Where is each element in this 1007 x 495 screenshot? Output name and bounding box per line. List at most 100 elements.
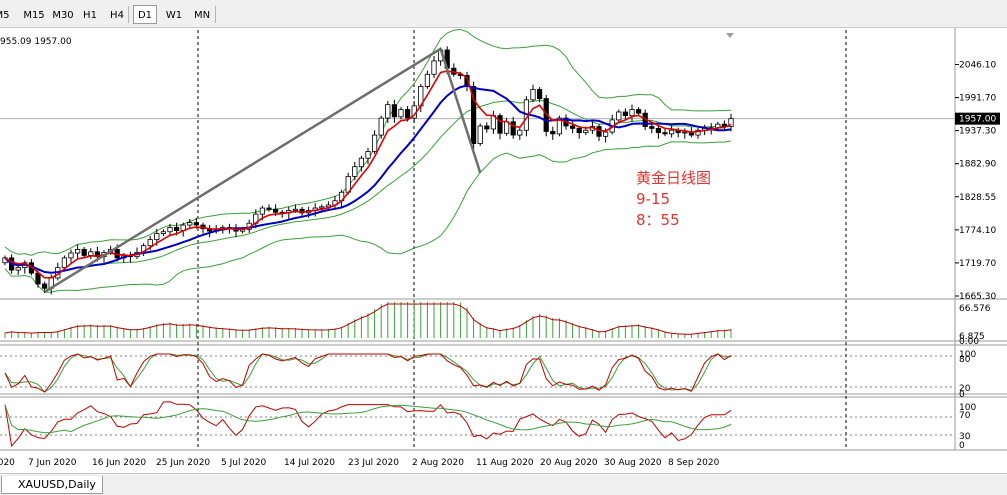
trendline: [43, 47, 442, 293]
rsi-tick-label: 30: [959, 432, 971, 442]
price-tick-label: 2046.10: [959, 61, 996, 71]
chart-shift-marker: [726, 33, 734, 38]
price-tick-label: 1665.30: [959, 292, 996, 302]
price-tick-label: 1882.90: [959, 160, 996, 170]
price-tick-label: 1991.70: [959, 94, 996, 104]
date-axis-label: 20 Aug 2020: [540, 458, 598, 468]
candle-bullish: [88, 251, 94, 256]
moving-average-fast: [4, 70, 732, 279]
rsi-line: [4, 401, 732, 448]
candle-bearish: [193, 222, 199, 226]
price-tick-label: 1719.70: [959, 259, 996, 269]
candle-bullish: [319, 206, 325, 209]
annotation-line-2: 9-15: [636, 190, 671, 208]
candle-bullish: [431, 60, 437, 75]
symbol-tab[interactable]: XAUUSD,Daily: [1, 476, 103, 494]
candle-bullish: [160, 231, 166, 234]
date-axis-label: 5 Jul 2020: [221, 458, 266, 468]
candle-bullish: [15, 267, 21, 271]
candle-bullish: [61, 257, 68, 269]
candle-bullish: [147, 239, 153, 247]
stochastic-signal-line: [4, 353, 731, 393]
timeframe-w1-button[interactable]: W1: [161, 5, 187, 24]
candle-bullish: [583, 129, 589, 134]
histogram-signal-line: [4, 303, 732, 335]
candle-bullish: [603, 131, 609, 137]
candle-bullish: [385, 104, 391, 119]
candle-bullish: [682, 131, 688, 134]
timeframe-d1-button[interactable]: D1: [133, 5, 157, 24]
candle-bullish: [75, 248, 81, 254]
candle-bullish: [728, 118, 734, 127]
candle-bullish: [358, 157, 365, 168]
candle-bearish: [497, 115, 503, 134]
candle-bullish: [352, 166, 358, 177]
timeframe-mn-button[interactable]: MN: [189, 5, 215, 24]
date-axis-label: 30 Aug 2020: [604, 458, 662, 468]
candle-bearish: [537, 89, 543, 100]
timeframe-h4-button[interactable]: H4: [104, 5, 130, 24]
candle-bullish: [187, 222, 193, 226]
current-price-marker: [955, 112, 1000, 125]
candle-bullish: [371, 134, 378, 152]
candle-bullish: [365, 151, 371, 159]
trendline: [439, 48, 482, 174]
rsi-signal-line: [4, 404, 732, 434]
rsi-tick-label: 70: [959, 411, 971, 421]
timeframe-m5-button[interactable]: M5: [0, 5, 14, 24]
candle-bearish: [81, 248, 87, 256]
date-axis-label: 7 Jun 2020: [28, 458, 77, 468]
candle-bearish: [42, 283, 48, 289]
candle-bullish: [616, 111, 622, 121]
price-tick-label: 1774.10: [959, 226, 996, 236]
stochastic-main-line: [4, 353, 732, 393]
histogram-tick-label: 66.576: [959, 304, 991, 314]
current-price-label: 1957.00: [959, 115, 996, 125]
candle-bearish: [636, 109, 642, 114]
candle-bullish: [292, 208, 299, 211]
candle-bullish: [154, 233, 160, 241]
candle-bearish: [655, 127, 662, 134]
candle-bearish: [570, 125, 576, 129]
date-axis-label: 23 Jul 2020: [348, 458, 399, 468]
rsi-tick-label: 0: [959, 441, 965, 451]
candle-bearish: [662, 132, 668, 135]
timeframe-m15-button[interactable]: M15: [20, 5, 48, 24]
date-axis-label: 8 Sep 2020: [668, 458, 720, 468]
timeframe-m30-button[interactable]: M30: [50, 5, 76, 24]
date-axis-label: 14 Jul 2020: [284, 458, 335, 468]
histogram-tick-label: 0.00: [959, 337, 979, 347]
histogram-tick-label: 6.875: [959, 332, 985, 342]
candle-bearish: [484, 125, 490, 130]
bollinger-lower-band: [4, 140, 732, 293]
chart-tab-bar: XAUUSD,Daily: [0, 473, 1007, 495]
candle-bullish: [477, 125, 483, 144]
chart-annotation: 黄金日线图 9-15 8：55: [636, 168, 711, 231]
candle-bearish: [391, 104, 398, 118]
stochastic-tick-label: 20: [959, 384, 971, 394]
timeframe-h1-button[interactable]: H1: [78, 5, 102, 24]
bollinger-upper-band: [4, 28, 732, 256]
candle-bullish: [167, 227, 173, 233]
stochastic-tick-label: 0: [959, 390, 965, 400]
annotation-line-3: 8：55: [636, 211, 680, 229]
date-axis-label: 25 Jun 2020: [156, 458, 210, 468]
candle-bullish: [424, 73, 431, 87]
candle-bullish: [68, 252, 74, 259]
toolbar-separator: [215, 6, 216, 23]
candle-bullish: [325, 204, 332, 208]
candle-bullish: [259, 207, 266, 215]
candle-bullish: [695, 129, 701, 136]
candle-bearish: [550, 131, 556, 135]
rsi-tick-label: 100: [959, 403, 976, 413]
ohlc-readout: 955.09 1957.00: [0, 37, 72, 47]
chart-area[interactable]: 2046.10 1991.70 1937.30 1882.90 1828.55 1774.…: [0, 28, 1007, 473]
candle-bullish: [517, 129, 523, 136]
candle-bearish: [596, 126, 602, 137]
date-axis-label: 11 Aug 2020: [476, 458, 534, 468]
stochastic-tick-label: 80: [959, 355, 971, 365]
candle-bearish: [470, 86, 477, 144]
stochastic-tick-label: 100: [959, 350, 976, 360]
candle-bullish: [530, 89, 536, 101]
